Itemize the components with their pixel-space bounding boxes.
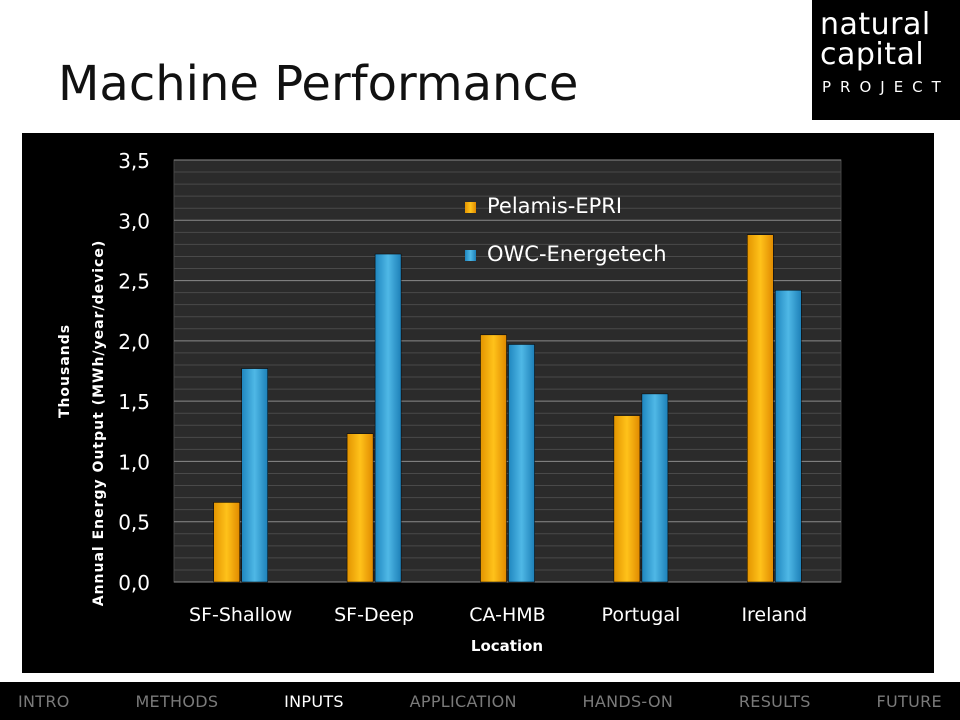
nav-item-intro[interactable]: INTRO [18, 691, 70, 711]
nav-item-methods[interactable]: METHODS [135, 691, 219, 711]
bar-pelamis-epri-sf-deep [346, 433, 374, 583]
y-tick-label: 2,5 [118, 270, 150, 294]
bar-pelamis-epri-ireland [747, 234, 774, 583]
legend-swatch [465, 250, 476, 261]
x-tick-label: CA-HMB [469, 604, 545, 626]
y-tick-labels: 0,0 0,5 1,0 1,5 2,0 2,5 3,0 3,5 [118, 149, 150, 595]
logo-word-project: PROJECT [822, 78, 950, 96]
x-tick-labels: SF-Shallow SF-Deep CA-HMB Portugal Ireland [189, 604, 807, 626]
logo-word-natural: natural [820, 7, 931, 42]
bar-pelamis-epri-ca-hmb [480, 334, 507, 583]
bar-owc-energetech-ca-hmb [508, 344, 535, 583]
x-tick-label: SF-Shallow [189, 604, 292, 626]
plot-area [173, 159, 842, 583]
bar-owc-energetech-sf-shallow [241, 368, 268, 583]
bar-owc-energetech-ireland [775, 289, 802, 583]
nav-item-application[interactable]: APPLICATION [409, 691, 517, 711]
bar-owc-energetech-sf-deep [374, 253, 402, 583]
natural-capital-logo: natural capital PROJECT [812, 0, 960, 120]
y-tick-label: 3,0 [118, 209, 150, 233]
bar-chart: 0,0 0,5 1,0 1,5 2,0 2,5 3,0 3,5 SF-Shallow SF-De… [57, 149, 842, 655]
chart-legend: Pelamis-EPRI OWC-Energetech [465, 194, 667, 266]
bars [213, 234, 802, 583]
x-axis-label: Location [471, 637, 543, 655]
y-tick-label: 0,5 [118, 511, 150, 535]
y-tick-label: 2,0 [118, 330, 150, 354]
logo-word-capital: capital [820, 37, 925, 72]
x-tick-label: Portugal [602, 604, 681, 626]
y-tick-label: 1,5 [118, 390, 150, 414]
nav-item-future[interactable]: FUTURE [876, 691, 942, 711]
nav-item-results[interactable]: RESULTS [738, 691, 811, 711]
legend-label: OWC-Energetech [487, 242, 667, 266]
legend-label: Pelamis-EPRI [487, 194, 622, 218]
nav-item-inputs[interactable]: INPUTS [284, 691, 344, 711]
legend-swatch [465, 202, 476, 213]
y-tick-label: 0,0 [118, 571, 150, 595]
y-tick-label: 3,5 [118, 149, 150, 173]
section-nav: INTRO METHODS INPUTS APPLICATION HANDS-O… [0, 682, 960, 720]
bar-owc-energetech-portugal [641, 393, 669, 583]
y-tick-label: 1,0 [118, 450, 150, 474]
nav-item-hands-on[interactable]: HANDS-ON [582, 691, 674, 711]
slide-title: Machine Performance [58, 56, 579, 112]
bar-pelamis-epri-sf-shallow [213, 502, 240, 583]
gridlines [174, 159, 841, 583]
x-tick-label: Ireland [741, 604, 807, 626]
chart-panel: 0,0 0,5 1,0 1,5 2,0 2,5 3,0 3,5 SF-Shallow SF-De… [22, 133, 934, 673]
bar-pelamis-epri-portugal [613, 415, 641, 583]
y-axis-unit-label: Thousands [57, 324, 73, 418]
x-tick-label: SF-Deep [334, 604, 414, 626]
y-axis-label: Annual Energy Output (MWh/year/device) [91, 240, 107, 607]
